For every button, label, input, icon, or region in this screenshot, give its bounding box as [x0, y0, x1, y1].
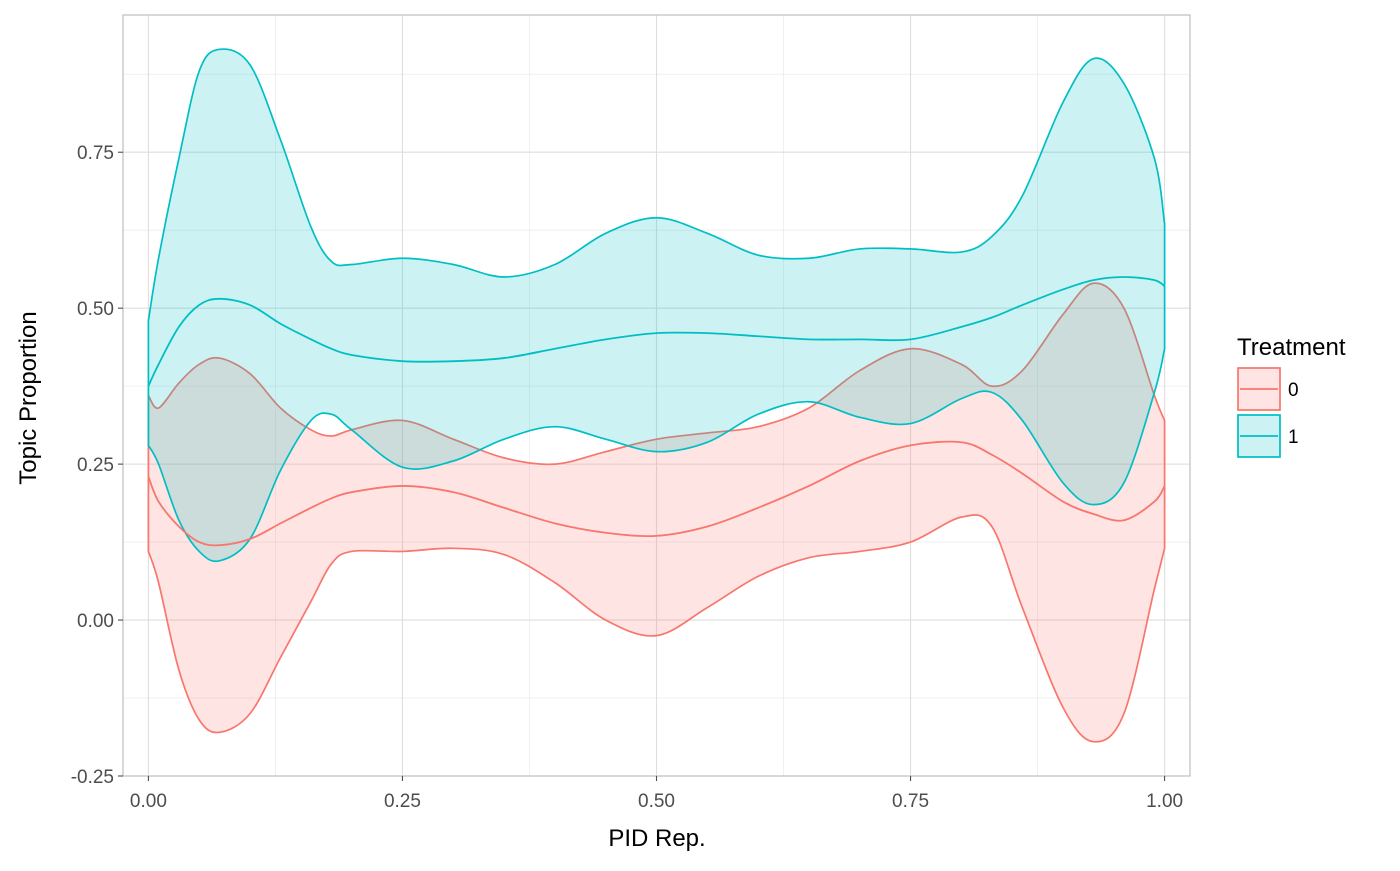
ribbon-series-0 — [147, 282, 1166, 743]
legend-items: 01 — [1237, 367, 1299, 458]
x-tick-label: 0.75 — [892, 791, 929, 812]
y-tick-label: 0.50 — [77, 299, 114, 320]
legend-title: Treatment — [1237, 334, 1346, 361]
y-tick-label: 0.25 — [77, 455, 114, 476]
y-axis-ticks: -0.25 0.00 0.25 0.50 0.75 — [71, 143, 123, 788]
y-axis-title: Topic Proportion — [15, 311, 42, 484]
y-tick-label: 0.75 — [77, 143, 114, 164]
line-series-1 — [147, 276, 1166, 387]
x-tick-label: 1.00 — [1146, 791, 1183, 812]
y-tick-label: 0.00 — [77, 611, 114, 632]
x-tick-label: 0.00 — [130, 791, 167, 812]
x-tick-label: 0.25 — [384, 791, 421, 812]
x-axis-title: PID Rep. — [608, 825, 705, 852]
x-axis-ticks: 0.00 0.25 0.50 0.75 1.00 — [130, 776, 1183, 812]
line-series-0 — [147, 440, 1166, 547]
y-tick-label: -0.25 — [71, 767, 114, 788]
legend: Treatment 01 — [1237, 334, 1346, 458]
ribbon-series-1 — [147, 48, 1166, 563]
confidence-ribbons — [147, 48, 1166, 743]
grid-lines — [123, 15, 1190, 777]
series-lines — [147, 276, 1166, 547]
x-tick-label: 0.50 — [638, 791, 675, 812]
legend-label-1: 1 — [1288, 427, 1299, 448]
legend-label-0: 0 — [1288, 380, 1299, 401]
